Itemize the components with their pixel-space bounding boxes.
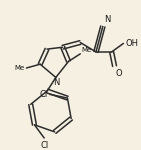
Text: N: N	[53, 78, 59, 87]
Text: OH: OH	[125, 39, 138, 48]
Text: Cl: Cl	[40, 90, 48, 99]
Text: O: O	[116, 69, 122, 78]
Text: Me: Me	[81, 47, 92, 53]
Text: Me: Me	[14, 65, 25, 71]
Text: Cl: Cl	[40, 141, 48, 150]
Text: N: N	[104, 15, 110, 24]
